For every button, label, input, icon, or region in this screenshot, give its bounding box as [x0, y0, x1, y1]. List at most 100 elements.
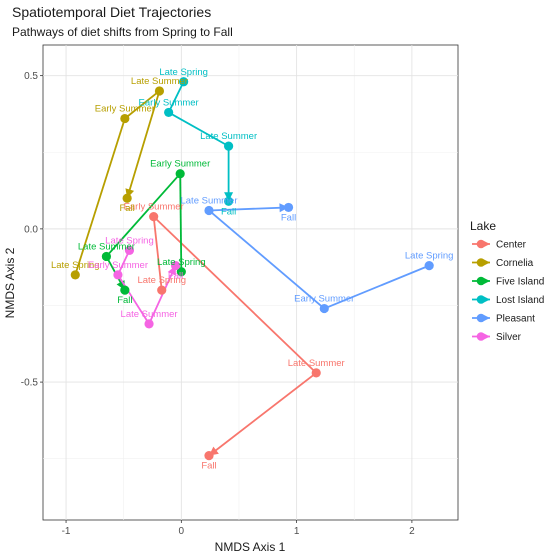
point-label: Fall	[221, 206, 236, 217]
y-axis-title: NMDS Axis 2	[3, 247, 17, 318]
data-point	[175, 169, 185, 179]
legend-label: Center	[496, 240, 527, 251]
trajectory-segment	[148, 265, 177, 325]
legend-key	[476, 332, 486, 341]
trajectory-segment	[126, 90, 161, 199]
data-point	[101, 251, 112, 262]
point-label: Fall	[281, 212, 296, 223]
data-point	[176, 267, 186, 277]
x-tick-label: 1	[294, 526, 300, 537]
data-point	[311, 368, 321, 378]
data-point	[120, 113, 130, 124]
point-label: Late Spring	[105, 235, 154, 246]
data-point	[149, 212, 159, 222]
legend-arrow	[484, 241, 490, 247]
x-tick-label: 0	[179, 526, 185, 537]
trajectory-segment	[74, 118, 126, 276]
data-point	[154, 86, 165, 96]
plot-panel	[42, 44, 459, 521]
legend-item-lost-island: Lost Island	[472, 295, 544, 306]
point-label: Late Summer	[288, 358, 345, 369]
trajectory-points	[70, 77, 434, 461]
x-tick-label: 2	[409, 526, 415, 537]
trajectory-segment	[124, 90, 160, 120]
point-label: Fall	[119, 203, 134, 214]
data-point	[223, 196, 234, 206]
data-point	[424, 261, 434, 271]
legend: Lake Center Cornelia Five Island Lost Islan…	[470, 219, 544, 343]
trajectory-segment	[168, 111, 230, 147]
trajectory-segment	[105, 173, 181, 258]
point-label: Fall	[117, 295, 132, 306]
legend-arrow	[484, 259, 490, 266]
trajectory-segment	[208, 206, 289, 212]
y-tick-label: 0.5	[24, 71, 38, 82]
legend-label: Pleasant	[496, 314, 535, 325]
trajectory-segment	[167, 81, 185, 113]
legend-arrow	[484, 278, 490, 284]
data-point	[122, 193, 132, 203]
trajectory-segment	[208, 209, 325, 310]
point-label: Fall	[201, 461, 216, 472]
data-point	[113, 270, 123, 280]
trajectory-segment	[152, 216, 163, 291]
legend-label: Lost Island	[496, 295, 544, 306]
point-label: Early Summer	[150, 159, 210, 170]
point-label: Early Summer	[95, 104, 155, 115]
data-point	[204, 451, 214, 461]
point-label: Late Summer	[78, 241, 135, 252]
legend-label: Five Island	[496, 277, 544, 288]
legend-key	[476, 295, 486, 304]
point-label: Early Summer	[139, 97, 199, 108]
y-tick-label: 0.0	[24, 224, 38, 235]
data-point	[164, 107, 174, 118]
data-point	[170, 261, 181, 271]
legend-label: Cornelia	[496, 258, 534, 269]
point-label: Late Spring	[159, 67, 208, 78]
legend-key	[476, 276, 486, 286]
chart-title: Spatiotemporal Diet Trajectories	[12, 4, 211, 20]
legend-item-pleasant: Pleasant	[472, 314, 535, 325]
legend-item-silver: Silver	[472, 332, 522, 343]
data-point	[144, 319, 154, 329]
point-label: Fall	[168, 271, 183, 282]
point-label: Late Summer	[200, 131, 257, 142]
legend-label: Silver	[496, 332, 522, 343]
legend-key	[476, 313, 486, 323]
data-point	[179, 77, 189, 87]
legend-item-cornelia: Cornelia	[472, 258, 534, 269]
legend-title: Lake	[470, 219, 496, 233]
x-tick-label: -1	[62, 526, 71, 537]
point-label: Early Summer	[88, 260, 148, 271]
data-point	[223, 141, 234, 151]
trajectory-segment	[323, 264, 430, 310]
legend-item-five-island: Five Island	[472, 277, 544, 288]
point-label: Late Spring	[157, 257, 206, 268]
legend-arrow	[484, 315, 490, 321]
series-pleasant	[208, 203, 430, 310]
point-label: Early Summer	[294, 294, 354, 305]
data-point	[70, 270, 80, 280]
data-point	[319, 303, 329, 314]
point-label: Late Spring	[405, 251, 454, 262]
chart-subtitle: Pathways of diet shifts from Spring to F…	[12, 25, 233, 39]
legend-key	[476, 239, 486, 249]
point-label: Early Summer	[124, 202, 184, 213]
x-axis-title: NMDS Axis 1	[215, 540, 286, 554]
point-label: Late Spring	[137, 275, 186, 286]
data-point	[283, 202, 294, 213]
grid	[43, 45, 458, 520]
trajectory-segment	[179, 173, 183, 272]
axis-ticks: -1 0 1 2 -0.5 0.0 0.5	[21, 71, 415, 537]
trajectory-segment	[208, 372, 317, 457]
data-point	[124, 245, 135, 255]
data-point	[120, 285, 130, 295]
legend-item-center: Center	[472, 240, 527, 251]
point-label: Late Summer	[131, 76, 188, 87]
point-label: Late Spring	[51, 260, 100, 271]
legend-key	[476, 258, 486, 267]
trajectory-segment	[117, 274, 150, 325]
legend-arrow	[484, 296, 490, 303]
